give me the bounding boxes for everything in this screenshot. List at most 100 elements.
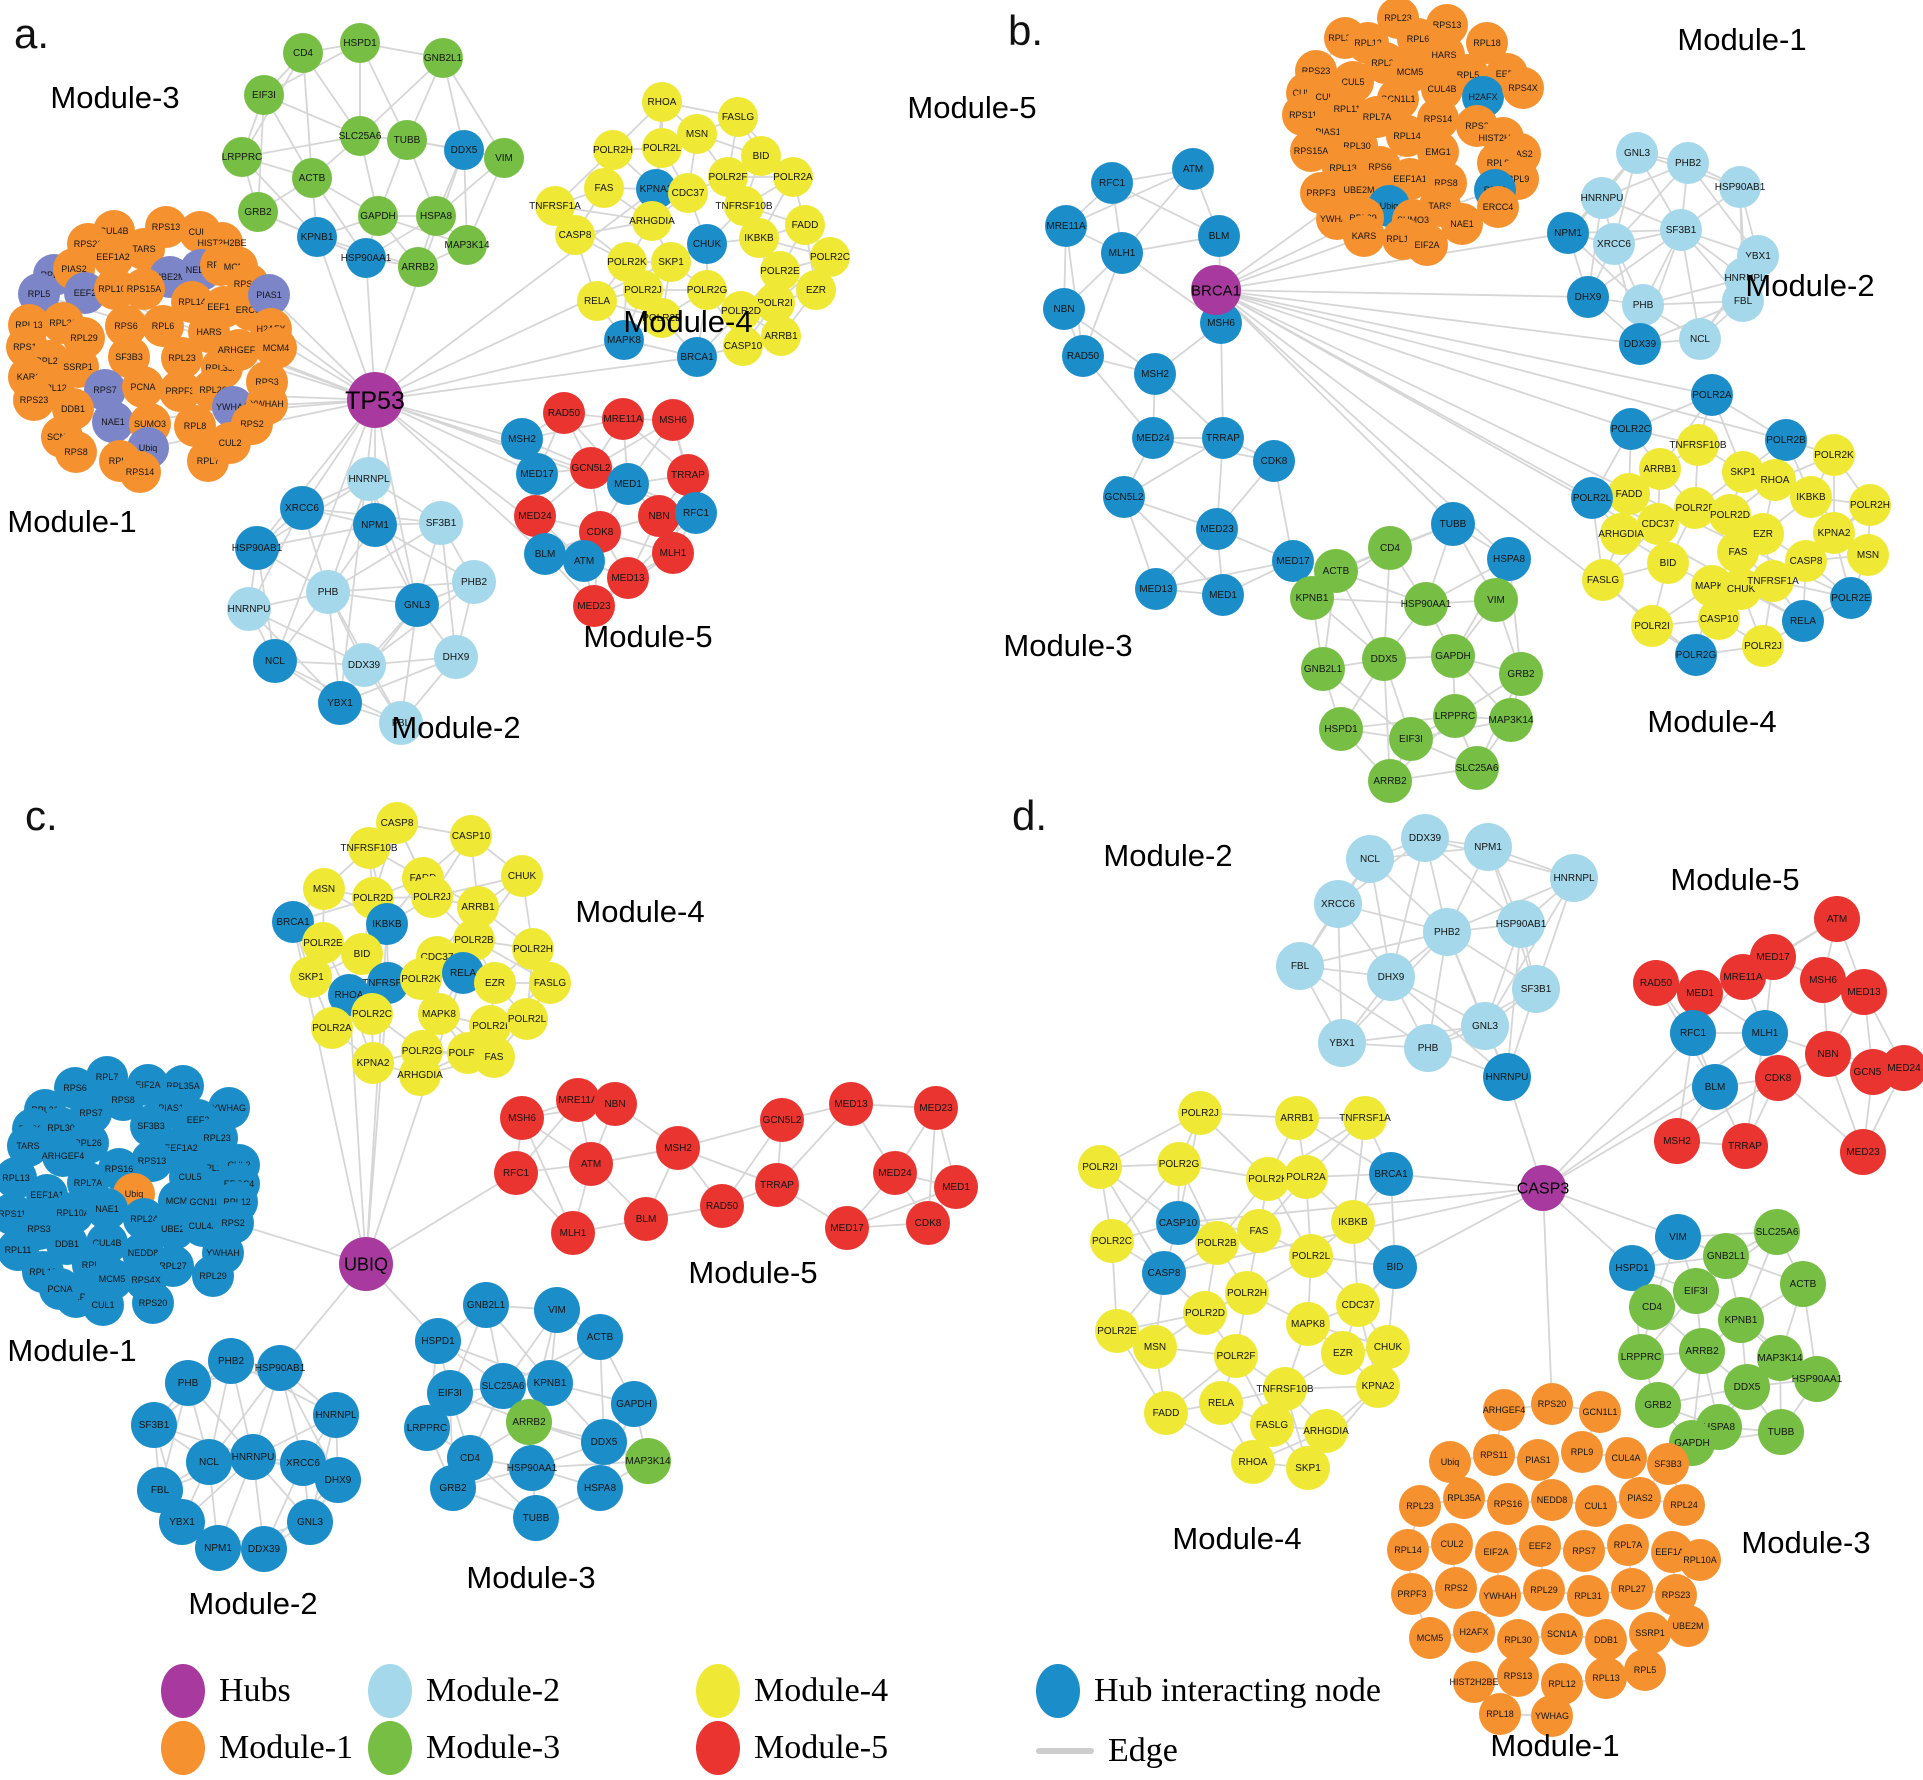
node-CDC37[interactable] — [668, 173, 708, 213]
node-RPS23[interactable] — [13, 379, 55, 421]
node-ARRB2[interactable] — [398, 247, 438, 287]
node-LRPPRC[interactable] — [222, 137, 262, 177]
node-TRRAP[interactable] — [1202, 417, 1244, 459]
node-RPS16[interactable] — [1487, 1483, 1529, 1525]
node-NBN[interactable] — [593, 1082, 637, 1126]
node-FBL[interactable] — [379, 701, 423, 745]
node-EIF2A[interactable] — [1475, 1531, 1517, 1573]
node-MAP3K14[interactable] — [447, 225, 487, 265]
node-POLR2K[interactable] — [400, 958, 442, 1000]
node-EIF3I[interactable] — [427, 1370, 473, 1416]
node-CD4[interactable] — [1629, 1284, 1675, 1330]
node-MSN[interactable] — [677, 114, 717, 154]
node-EZR[interactable] — [1321, 1331, 1365, 1375]
node-HSPD1[interactable] — [1609, 1245, 1655, 1291]
node-RPS13[interactable] — [1497, 1655, 1539, 1697]
node-RPS20[interactable] — [132, 1282, 174, 1324]
node-PHB2[interactable] — [1667, 142, 1709, 184]
node-HSPD1[interactable] — [340, 23, 380, 63]
node-KPNA2[interactable] — [636, 169, 676, 209]
node-DDX39[interactable] — [1401, 814, 1449, 862]
node-POLR2G[interactable] — [1157, 1142, 1201, 1186]
node-RPS7[interactable] — [1563, 1530, 1605, 1572]
node-POLR2J[interactable] — [411, 876, 453, 918]
node-ARRB1[interactable] — [761, 316, 801, 356]
node-YBX1[interactable] — [318, 681, 362, 725]
node-SKP1[interactable] — [1722, 451, 1764, 493]
node-RHOA[interactable] — [642, 82, 682, 122]
node-FBL[interactable] — [1722, 280, 1764, 322]
node-RPS7[interactable] — [84, 369, 126, 411]
node-XRCC6[interactable] — [280, 486, 324, 530]
node-RPS11[interactable] — [1473, 1434, 1515, 1476]
node-MRE11A[interactable] — [556, 1078, 600, 1122]
node-POLR2H[interactable] — [1849, 484, 1891, 526]
node-POLR2I[interactable] — [755, 283, 795, 323]
node-YWHAG[interactable] — [1531, 1695, 1573, 1737]
node-ATM[interactable] — [1814, 896, 1860, 942]
node-MSN[interactable] — [303, 868, 345, 910]
node-KPNB1[interactable] — [1718, 1297, 1764, 1343]
node-SKP1[interactable] — [651, 242, 691, 282]
node-FADD[interactable] — [1144, 1391, 1188, 1435]
node-MSH6[interactable] — [1800, 957, 1846, 1003]
node-FASLG[interactable] — [1250, 1403, 1294, 1447]
node-ACTB[interactable] — [577, 1314, 623, 1360]
node-POLR2G[interactable] — [687, 270, 727, 310]
node-YBX1[interactable] — [1318, 1019, 1366, 1067]
node-POLR2C[interactable] — [1610, 408, 1652, 450]
node-MED17[interactable] — [516, 453, 558, 495]
node-PHB[interactable] — [1404, 1024, 1452, 1072]
node-DHX9[interactable] — [1367, 953, 1415, 1001]
node-ACTB[interactable] — [292, 158, 332, 198]
node-MED17[interactable] — [1272, 540, 1314, 582]
node-RAD50[interactable] — [1062, 335, 1104, 377]
node-TUBB[interactable] — [1758, 1409, 1804, 1455]
node-FAS[interactable] — [1237, 1209, 1281, 1253]
node-FAS[interactable] — [473, 1036, 515, 1078]
node-HSP90AB1[interactable] — [235, 526, 279, 570]
node-MED13[interactable] — [607, 557, 649, 599]
node-CHUK[interactable] — [687, 224, 727, 264]
node-MED24[interactable] — [1132, 417, 1174, 459]
node-MED1[interactable] — [934, 1165, 978, 1209]
node-PHB2[interactable] — [452, 560, 496, 604]
node-CUL1[interactable] — [82, 1284, 124, 1326]
node-RPS2[interactable] — [1435, 1567, 1477, 1609]
node-POLR2L[interactable] — [1289, 1234, 1333, 1278]
node-KPNB1[interactable] — [297, 217, 337, 257]
node-POLR2L[interactable] — [1571, 477, 1613, 519]
node-VIM[interactable] — [484, 138, 524, 178]
node-GAPDH[interactable] — [358, 196, 398, 236]
node-GRB2[interactable] — [430, 1465, 476, 1511]
node-RPL13[interactable] — [1585, 1657, 1627, 1699]
node-GNL3[interactable] — [1616, 132, 1658, 174]
node-POLR2C[interactable] — [1090, 1219, 1134, 1263]
node-POLR2J[interactable] — [1178, 1091, 1222, 1135]
node-POLR2I[interactable] — [1631, 605, 1673, 647]
node-NCL[interactable] — [186, 1439, 232, 1485]
node-TNFRSF10B[interactable] — [724, 186, 764, 226]
node-GNB2L1[interactable] — [1703, 1233, 1749, 1279]
node-MED1[interactable] — [1202, 574, 1244, 616]
node-ARRB1[interactable] — [1639, 448, 1681, 490]
node-GNB2L1[interactable] — [1301, 647, 1345, 691]
node-MLH1[interactable] — [652, 532, 694, 574]
node-GNL3[interactable] — [1461, 1002, 1509, 1050]
node-MAPK8[interactable] — [604, 320, 644, 360]
node-CASP8[interactable] — [376, 802, 418, 844]
node-RPS14[interactable] — [119, 451, 161, 493]
node-SKP1[interactable] — [290, 956, 332, 998]
node-RPL24[interactable] — [1663, 1484, 1705, 1526]
node-RPL35A[interactable] — [1443, 1477, 1485, 1519]
node-PHB2[interactable] — [1423, 908, 1471, 956]
node-NPM1[interactable] — [1547, 212, 1589, 254]
node-CUL2[interactable] — [209, 422, 251, 464]
node-EZR[interactable] — [796, 270, 836, 310]
node-CASP8[interactable] — [1785, 540, 1827, 582]
node-ARHGDIA[interactable] — [399, 1054, 441, 1096]
node-RELA[interactable] — [577, 281, 617, 321]
node-SF3B1[interactable] — [1660, 209, 1702, 251]
node-FADD[interactable] — [785, 205, 825, 245]
node-MED17[interactable] — [825, 1206, 869, 1250]
